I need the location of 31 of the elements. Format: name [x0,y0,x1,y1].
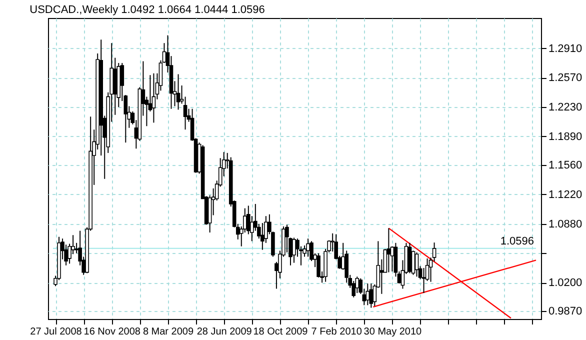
y-tick-label: 0.9870 [548,306,582,318]
y-tick-label: 1.2910 [548,42,582,55]
candlestick [355,276,360,294]
candlestick [152,72,156,124]
x-tick-label: 8 Mar 2009 [142,326,194,338]
x-tick-label: 30 May 2010 [364,326,422,338]
candlestick [176,74,180,110]
ref-line-label: 1.0596 [500,235,534,248]
y-tick-label: 1.2570 [548,72,582,84]
x-tick-label: 16 Nov 2008 [84,326,141,338]
candlestick [366,283,370,306]
candlestick [386,228,391,273]
candlestick [292,237,296,264]
candlestick [306,238,310,258]
candlestick [183,96,188,130]
candlestick [369,283,374,308]
x-tick-label: 27 Jul 2008 [30,326,82,338]
candlestick [422,267,426,294]
x-tick-label: 7 Feb 2010 [311,326,362,338]
y-tick-label: 1.2230 [548,102,582,114]
candlestick [414,252,419,278]
y-tick-label: 1.1220 [548,188,582,201]
candlestick [71,234,75,255]
y-tick-label: 1.1560 [548,160,582,172]
y-tick-label: 1.1890 [548,130,582,143]
chart-title: USDCAD.,Weekly 1.0492 1.0664 1.0444 1.0596 [30,4,265,16]
y-tick-label: 1.0200 [548,277,582,290]
x-tick-label: 18 Oct 2009 [253,326,308,338]
y-tick-label: 1.0880 [548,218,582,230]
candlestick [285,224,289,253]
x-tick-label: 28 Jun 2009 [196,326,252,338]
